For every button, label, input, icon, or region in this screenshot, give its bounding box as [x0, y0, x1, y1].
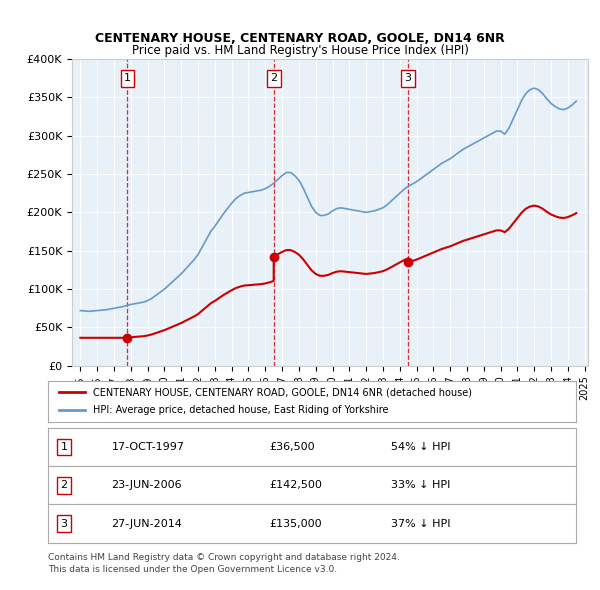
Text: 2: 2	[60, 480, 67, 490]
Text: 3: 3	[404, 73, 412, 83]
Text: 17-OCT-1997: 17-OCT-1997	[112, 442, 184, 452]
Text: This data is licensed under the Open Government Licence v3.0.: This data is licensed under the Open Gov…	[48, 565, 337, 574]
Text: 33% ↓ HPI: 33% ↓ HPI	[391, 480, 451, 490]
Text: 23-JUN-2006: 23-JUN-2006	[112, 480, 182, 490]
Text: £135,000: £135,000	[270, 519, 322, 529]
Text: CENTENARY HOUSE, CENTENARY ROAD, GOOLE, DN14 6NR: CENTENARY HOUSE, CENTENARY ROAD, GOOLE, …	[95, 32, 505, 45]
Text: Contains HM Land Registry data © Crown copyright and database right 2024.: Contains HM Land Registry data © Crown c…	[48, 553, 400, 562]
Text: £142,500: £142,500	[270, 480, 323, 490]
Text: 1: 1	[61, 442, 67, 452]
Text: 27-JUN-2014: 27-JUN-2014	[112, 519, 182, 529]
Text: 54% ↓ HPI: 54% ↓ HPI	[391, 442, 451, 452]
Text: 3: 3	[61, 519, 67, 529]
Text: 2: 2	[270, 73, 277, 83]
Text: 37% ↓ HPI: 37% ↓ HPI	[391, 519, 451, 529]
Text: HPI: Average price, detached house, East Riding of Yorkshire: HPI: Average price, detached house, East…	[93, 405, 388, 415]
Text: CENTENARY HOUSE, CENTENARY ROAD, GOOLE, DN14 6NR (detached house): CENTENARY HOUSE, CENTENARY ROAD, GOOLE, …	[93, 387, 472, 397]
Text: Price paid vs. HM Land Registry's House Price Index (HPI): Price paid vs. HM Land Registry's House …	[131, 44, 469, 57]
Text: 1: 1	[124, 73, 131, 83]
Text: £36,500: £36,500	[270, 442, 316, 452]
